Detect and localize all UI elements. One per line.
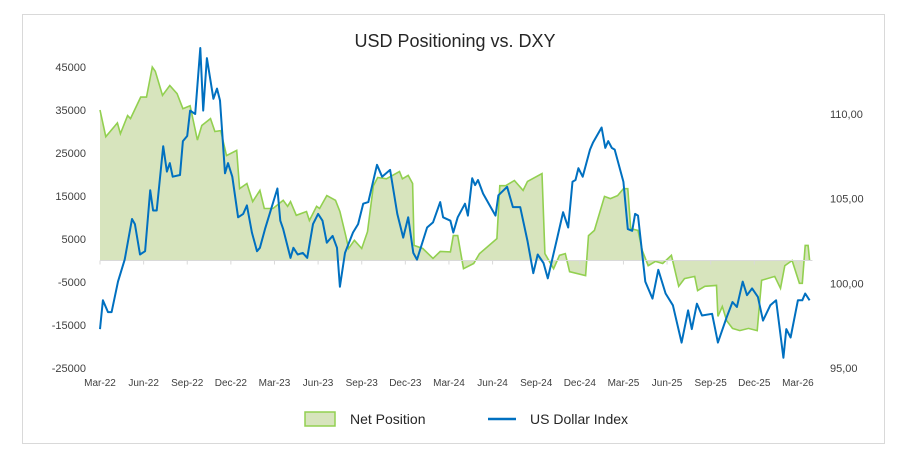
net-position-area — [100, 67, 810, 331]
left-tick-label: 5000 — [62, 234, 86, 246]
legend-swatch-net-position — [304, 411, 336, 427]
x-tick-label: Jun-22 — [128, 378, 159, 389]
left-tick-label: 25000 — [55, 148, 86, 160]
x-tick-label: Dec-23 — [389, 378, 422, 389]
right-tick-label: 110,00 — [830, 109, 863, 121]
x-axis-labels: Mar-22 Jun-22 Sep-22 Dec-22 Mar-23 Jun-23 Sep-… — [84, 378, 814, 389]
x-tick-label: Sep-22 — [171, 378, 204, 389]
x-tick-label: Sep-23 — [346, 378, 379, 389]
x-tick-label: Dec-24 — [564, 378, 597, 389]
right-axis-labels: 110,00 105,00 100,00 95,00 — [830, 109, 864, 375]
left-tick-label: 35000 — [55, 105, 86, 117]
legend-label-net-position: Net Position — [350, 411, 425, 427]
plot-area — [99, 47, 813, 359]
legend: Net Position US Dollar Index — [304, 411, 628, 427]
left-tick-label: -25000 — [52, 363, 86, 375]
x-tick-label: Mar-24 — [433, 378, 465, 389]
legend-label-dxy: US Dollar Index — [530, 411, 628, 427]
right-tick-label: 95,00 — [830, 363, 858, 375]
x-tick-label: Mar-22 — [84, 378, 116, 389]
left-axis-labels: 45000 35000 25000 15000 5000 -5000 -15000 -2500… — [52, 62, 86, 375]
left-tick-label: 45000 — [55, 62, 86, 74]
right-tick-label: 105,00 — [830, 194, 864, 206]
left-tick-label: 15000 — [55, 191, 86, 203]
x-tick-label: Sep-25 — [695, 378, 728, 389]
chart-title: USD Positioning vs. DXY — [354, 31, 555, 51]
x-tick-label: Mar-26 — [782, 378, 814, 389]
x-tick-label: Jun-25 — [652, 378, 683, 389]
left-tick-label: -5000 — [58, 277, 86, 289]
x-tick-label: Jun-23 — [303, 378, 334, 389]
x-tick-label: Mar-25 — [608, 378, 640, 389]
x-tick-label: Jun-24 — [477, 378, 508, 389]
x-tick-label: Mar-23 — [259, 378, 291, 389]
x-tick-label: Dec-25 — [738, 378, 771, 389]
x-tick-label: Dec-22 — [215, 378, 248, 389]
left-tick-label: -15000 — [52, 320, 86, 332]
x-tick-label: Sep-24 — [520, 378, 553, 389]
dxy-line — [99, 47, 811, 359]
chart-card — [22, 14, 885, 444]
net-position-line — [99, 64, 811, 332]
right-tick-label: 100,00 — [830, 278, 864, 290]
